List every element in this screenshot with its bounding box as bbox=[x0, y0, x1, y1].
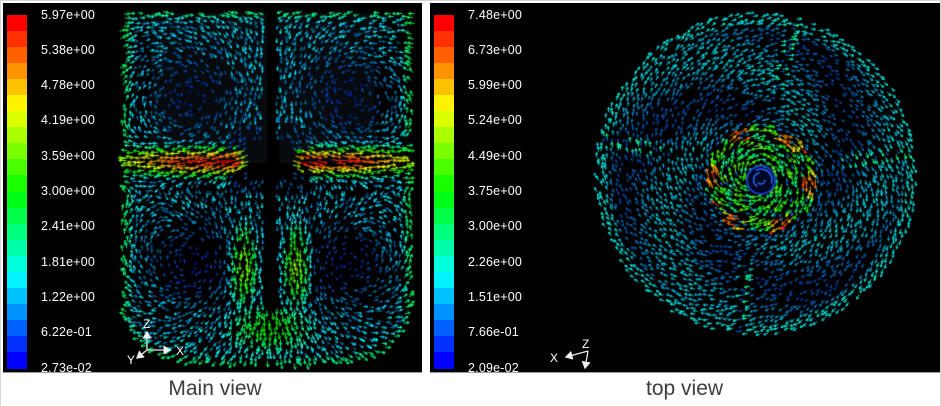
legend-tick-label: 6.73e+00 bbox=[468, 42, 523, 57]
legend-color-band bbox=[7, 111, 27, 128]
legend-color-band bbox=[7, 271, 27, 289]
legend-tick-label: 1.81e+00 bbox=[41, 254, 96, 269]
legend-tick-label: 5.97e+00 bbox=[41, 7, 96, 22]
main-view-panel: 5.97e+00 5.38e+00 4.78e+00 4.19e+00 3.59e+00… bbox=[3, 3, 422, 373]
legend-color-band bbox=[7, 15, 27, 32]
legend-tick-label: 3.75e+00 bbox=[468, 184, 523, 198]
legend-color-band bbox=[434, 143, 454, 160]
legend-tick-label: 7.66e-01 bbox=[468, 325, 519, 340]
legend-color-band bbox=[434, 31, 454, 48]
main-view-vector-plot bbox=[3, 3, 422, 372]
legend-color-band bbox=[7, 319, 27, 337]
legend-color-band bbox=[434, 255, 454, 273]
legend-color-band bbox=[434, 335, 454, 353]
legend-tick-label: 4.19e+00 bbox=[41, 113, 96, 128]
legend-tick-label: 7.48e+00 bbox=[468, 7, 523, 22]
legend-color-band bbox=[7, 255, 27, 273]
legend-color-band bbox=[7, 47, 27, 64]
legend-color-band bbox=[434, 223, 454, 241]
plots-row: 5.97e+00 5.38e+00 4.78e+00 4.19e+00 3.59e+00… bbox=[3, 3, 940, 373]
legend-color-band bbox=[7, 175, 27, 193]
legend-color-band bbox=[434, 15, 454, 32]
legend-color-band bbox=[434, 207, 454, 225]
legend-tick-label: 6.22e-01 bbox=[41, 325, 92, 340]
legend-color-band bbox=[7, 351, 27, 369]
legend-tick-label: 5.99e+00 bbox=[468, 78, 523, 93]
legend-tick-label: 2.73e-02 bbox=[41, 360, 92, 373]
legend-color-band bbox=[7, 143, 27, 160]
main-view-caption: Main view bbox=[168, 377, 262, 400]
legend-color-band bbox=[434, 303, 454, 321]
legend-color-band bbox=[434, 95, 454, 112]
legend-color-band bbox=[7, 287, 27, 305]
legend-tick-label: 3.00e+00 bbox=[468, 219, 523, 234]
legend-color-band bbox=[7, 159, 27, 177]
legend-color-band bbox=[434, 63, 454, 80]
legend-color-band bbox=[7, 127, 27, 144]
legend-tick-label: 1.22e+00 bbox=[41, 289, 96, 304]
legend-color-band bbox=[434, 47, 454, 64]
legend-tick-label: 3.59e+00 bbox=[41, 148, 96, 163]
legend-color-band bbox=[434, 287, 454, 305]
legend-color-band bbox=[434, 191, 454, 209]
legend-color-band bbox=[434, 127, 454, 144]
legend-tick-label: 5.38e+00 bbox=[41, 42, 96, 57]
legend-tick-label: 2.26e+00 bbox=[468, 254, 523, 269]
legend-color-band bbox=[434, 271, 454, 289]
legend-color-band bbox=[434, 79, 454, 96]
legend-color-band bbox=[434, 111, 454, 128]
legend-color-band bbox=[434, 239, 454, 257]
top-view-vector-plot bbox=[430, 3, 940, 372]
legend-color-band bbox=[434, 319, 454, 337]
legend-tick-label: 4.78e+00 bbox=[41, 78, 96, 93]
legend-color-band bbox=[7, 191, 27, 209]
legend-color-band bbox=[7, 223, 27, 241]
legend-color-band bbox=[7, 335, 27, 353]
legend-color-band bbox=[7, 207, 27, 225]
legend-color-band bbox=[7, 95, 27, 112]
legend-tick-label: 2.41e+00 bbox=[41, 219, 96, 234]
caption-strip: Main view top view bbox=[1, 373, 940, 406]
legend-color-band bbox=[434, 351, 454, 369]
top-view-panel: 7.48e+00 6.73e+00 5.99e+00 5.24e+00 4.49e+00… bbox=[430, 3, 940, 373]
legend-tick-label: 2.09e-02 bbox=[468, 360, 519, 373]
legend-tick-label: 3.00e+00 bbox=[41, 184, 96, 198]
top-view-caption: top view bbox=[646, 377, 724, 400]
legend-color-band bbox=[7, 63, 27, 80]
legend-color-band bbox=[7, 303, 27, 321]
legend-color-band bbox=[434, 175, 454, 193]
legend-tick-label: 5.24e+00 bbox=[468, 113, 523, 128]
legend-color-band bbox=[7, 79, 27, 96]
legend-tick-label: 4.49e+00 bbox=[468, 148, 523, 163]
legend-color-band bbox=[7, 31, 27, 48]
legend-color-band bbox=[434, 159, 454, 177]
legend-color-band bbox=[7, 239, 27, 257]
legend-tick-label: 1.51e+00 bbox=[468, 289, 523, 304]
